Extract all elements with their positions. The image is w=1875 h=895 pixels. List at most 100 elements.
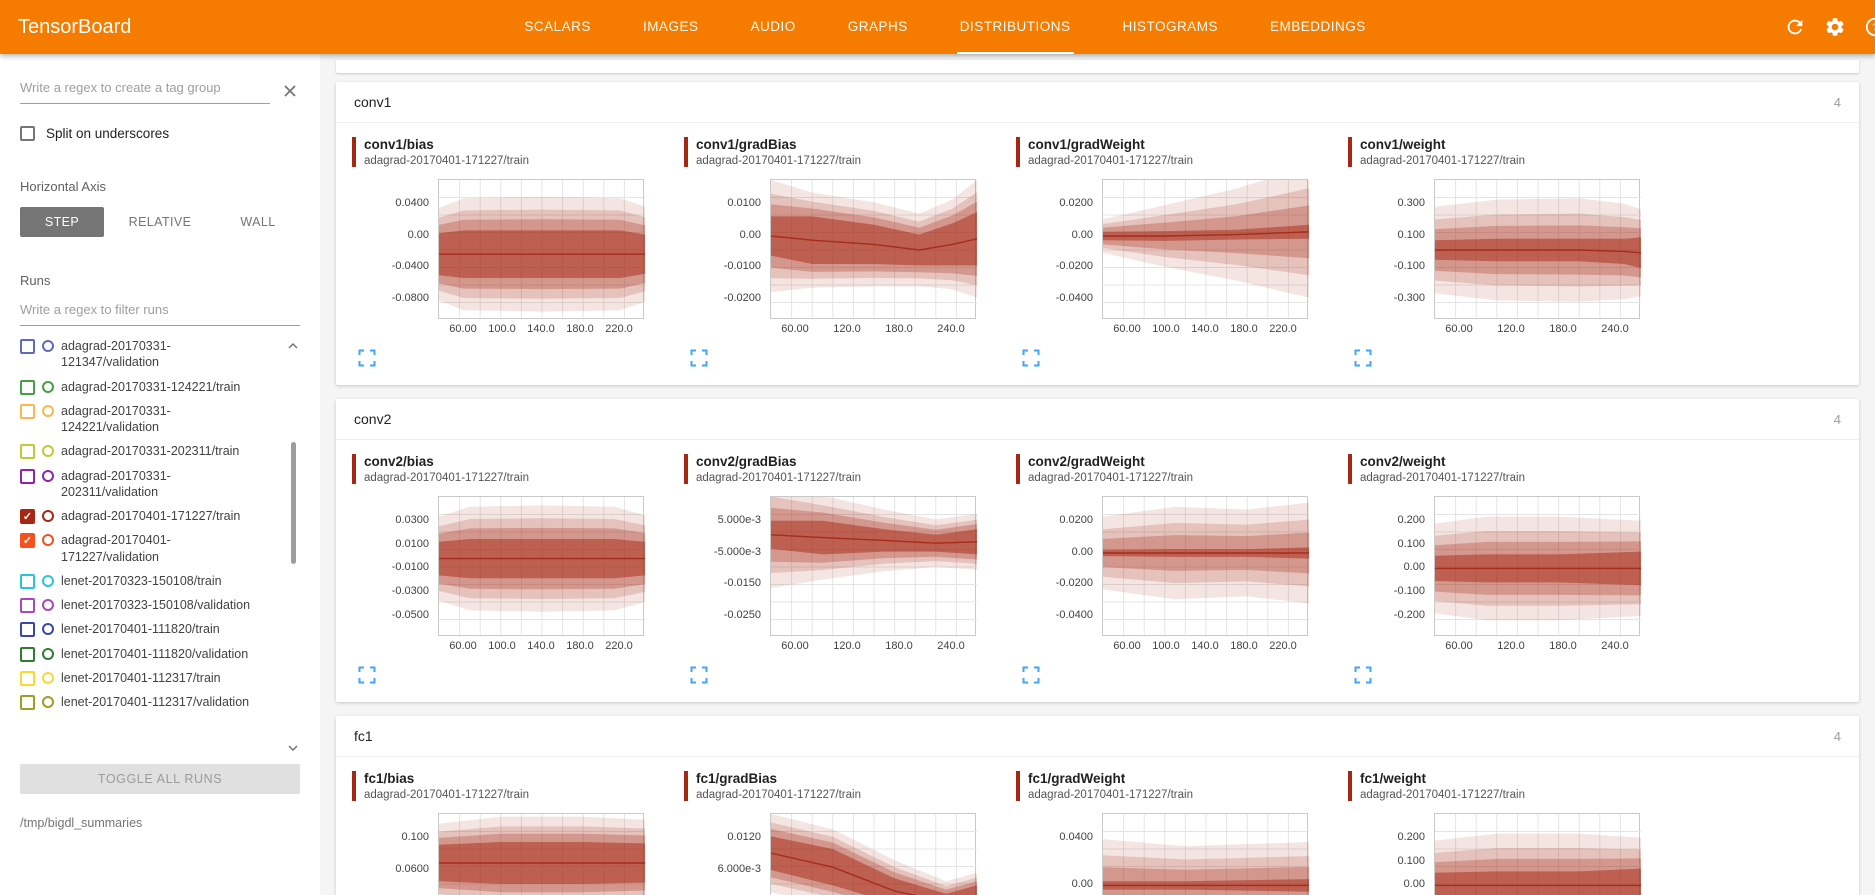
run-item[interactable]: lenet-20170323-150108/validation: [20, 593, 280, 617]
x-tick-label: 220.0: [605, 323, 633, 335]
run-item[interactable]: adagrad-20170331-202311/train: [20, 439, 280, 463]
run-checkbox[interactable]: [20, 646, 35, 662]
tag-group-regex-input[interactable]: [20, 74, 270, 104]
run-checkbox[interactable]: ✓: [20, 533, 35, 549]
run-isolator-icon[interactable]: [42, 534, 54, 547]
run-item[interactable]: lenet-20170323-150108/train: [20, 569, 280, 593]
refresh-icon[interactable]: [1784, 16, 1806, 38]
run-item[interactable]: lenet-20170401-112317/train: [20, 666, 280, 690]
chart-title: conv1/gradBias: [696, 137, 797, 152]
tab-distributions[interactable]: DISTRIBUTIONS: [956, 0, 1074, 54]
run-isolator-icon[interactable]: [42, 469, 54, 482]
distribution-plot[interactable]: [438, 179, 645, 320]
expand-icon[interactable]: [690, 349, 708, 367]
expand-icon[interactable]: [690, 666, 708, 684]
distribution-plot[interactable]: [438, 813, 645, 895]
charts-row: conv1/bias adagrad-20170401-171227/train 0…: [336, 123, 1859, 385]
x-tick-label: 60.00: [1445, 640, 1473, 652]
chart-run-label: adagrad-20170401-171227/train: [696, 472, 861, 484]
distribution-plot[interactable]: [438, 496, 645, 637]
expand-icon[interactable]: [1354, 349, 1372, 367]
run-isolator-icon[interactable]: [42, 445, 54, 458]
run-isolator-icon[interactable]: [42, 647, 54, 660]
chart-title: fc1/gradBias: [696, 771, 778, 786]
help-icon[interactable]: ?: [1864, 16, 1875, 38]
distribution-plot[interactable]: [1102, 496, 1309, 637]
run-isolator-icon[interactable]: [42, 340, 54, 352]
run-checkbox[interactable]: [20, 598, 35, 613]
expand-icon[interactable]: [1022, 666, 1040, 684]
run-checkbox[interactable]: [20, 573, 35, 589]
run-isolator-icon[interactable]: [42, 510, 54, 522]
run-isolator-icon[interactable]: [42, 671, 54, 684]
x-tick-label: 120.0: [833, 640, 861, 652]
tab-graphs[interactable]: GRAPHS: [847, 18, 908, 34]
section-header[interactable]: conv1 4: [336, 82, 1859, 123]
run-checkbox[interactable]: [20, 403, 35, 419]
distribution-plot[interactable]: [1434, 179, 1641, 320]
x-axis-labels: 60.00 120.0 180.0 240.0: [1434, 323, 1640, 338]
y-tick-label: 0.0400: [395, 197, 429, 209]
distribution-plot[interactable]: [1434, 813, 1641, 895]
settings-icon[interactable]: [1824, 16, 1846, 38]
run-isolator-icon[interactable]: [42, 623, 54, 636]
distribution-plot[interactable]: [770, 496, 977, 637]
expand-icon[interactable]: [1354, 666, 1372, 684]
run-checkbox[interactable]: ✓: [20, 509, 35, 524]
axis-mode-wall-button[interactable]: WALL: [240, 215, 276, 229]
runs-scrollbar[interactable]: [284, 338, 300, 754]
tab-embeddings[interactable]: EMBEDDINGS: [1270, 18, 1366, 34]
tab-audio[interactable]: AUDIO: [750, 18, 796, 34]
run-checkbox[interactable]: [20, 622, 35, 638]
split-underscores-checkbox[interactable]: [20, 126, 35, 141]
axis-mode-step-button[interactable]: STEP: [20, 207, 104, 237]
run-checkbox[interactable]: [20, 670, 35, 686]
chart-run-label: adagrad-20170401-171227/train: [1028, 155, 1193, 167]
run-checkbox[interactable]: [20, 695, 35, 710]
run-item[interactable]: ✓ adagrad-20170401-171227/train: [20, 504, 280, 528]
run-isolator-icon[interactable]: [42, 574, 54, 587]
scroll-down-icon[interactable]: [287, 744, 299, 752]
run-isolator-icon[interactable]: [42, 599, 54, 611]
distribution-plot[interactable]: [1102, 179, 1309, 320]
distribution-plot[interactable]: [770, 813, 977, 895]
x-axis-labels: 60.00 100.0 140.0 180.0 220.0: [438, 640, 644, 655]
run-isolator-icon[interactable]: [42, 696, 54, 708]
run-isolator-icon[interactable]: [42, 404, 54, 417]
expand-icon[interactable]: [1022, 349, 1040, 367]
scroll-up-icon[interactable]: [287, 342, 299, 350]
run-item[interactable]: ✓ adagrad-20170401-171227/validation: [20, 528, 280, 569]
run-checkbox[interactable]: [20, 339, 35, 354]
tab-images[interactable]: IMAGES: [642, 18, 699, 34]
section-header[interactable]: fc1 4: [336, 716, 1859, 757]
close-icon[interactable]: [280, 81, 300, 101]
toggle-all-runs-button[interactable]: TOGGLE ALL RUNS: [20, 764, 300, 794]
chart-header: conv1/bias adagrad-20170401-171227/train: [352, 137, 684, 167]
run-item[interactable]: lenet-20170401-111820/validation: [20, 642, 280, 666]
axis-mode-relative-button[interactable]: RELATIVE: [128, 215, 192, 229]
distribution-plot[interactable]: [770, 179, 977, 320]
distribution-plot[interactable]: [1102, 813, 1309, 895]
scrollbar-thumb[interactable]: [291, 442, 296, 564]
x-tick-label: 60.00: [781, 640, 809, 652]
run-checkbox[interactable]: [20, 379, 35, 395]
expand-icon[interactable]: [358, 666, 376, 684]
run-item[interactable]: adagrad-20170331-124221/validation: [20, 399, 280, 440]
run-item[interactable]: adagrad-20170331-202311/validation: [20, 464, 280, 505]
chart-header: fc1/weight adagrad-20170401-171227/train: [1348, 771, 1680, 801]
run-isolator-icon[interactable]: [42, 380, 54, 393]
run-checkbox[interactable]: [20, 444, 35, 460]
run-item[interactable]: lenet-20170401-111820/train: [20, 617, 280, 641]
tab-histograms[interactable]: HISTOGRAMS: [1122, 18, 1219, 34]
split-underscores-toggle[interactable]: Split on underscores: [20, 126, 300, 141]
runs-filter-input[interactable]: [20, 296, 300, 326]
run-item[interactable]: lenet-20170401-112317/validation: [20, 690, 280, 714]
run-item[interactable]: adagrad-20170331-121347/validation: [20, 334, 280, 375]
expand-icon[interactable]: [358, 349, 376, 367]
tab-scalars[interactable]: SCALARS: [524, 18, 591, 34]
distribution-plot[interactable]: [1434, 496, 1641, 637]
run-checkbox[interactable]: [20, 468, 35, 484]
run-item[interactable]: adagrad-20170331-124221/train: [20, 375, 280, 399]
section-header[interactable]: conv2 4: [336, 399, 1859, 440]
chart-card: conv1/gradWeight adagrad-20170401-171227/…: [1016, 137, 1348, 367]
